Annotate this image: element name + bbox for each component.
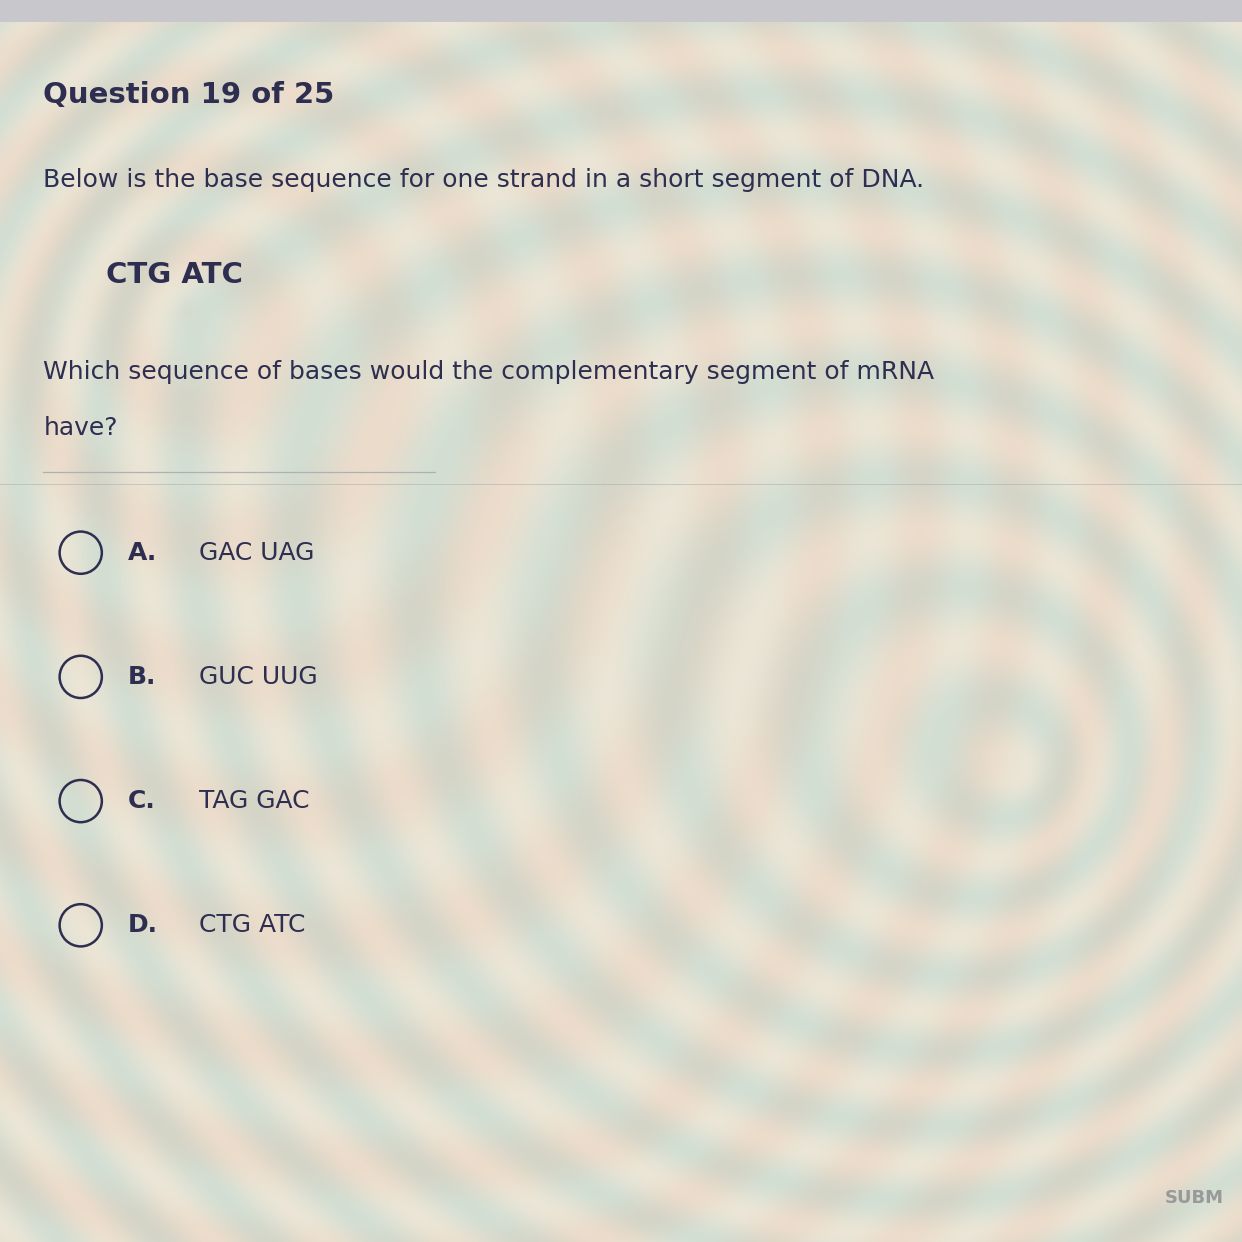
- Text: SUBM: SUBM: [1164, 1190, 1223, 1207]
- Text: D.: D.: [128, 913, 158, 938]
- Text: have?: have?: [43, 416, 118, 440]
- Text: B.: B.: [128, 664, 156, 689]
- Text: GUC UUG: GUC UUG: [199, 664, 318, 689]
- Text: Which sequence of bases would the complementary segment of mRNA: Which sequence of bases would the comple…: [43, 360, 934, 384]
- Text: TAG GAC: TAG GAC: [199, 789, 309, 814]
- Bar: [0, 0, 1242, 22]
- Text: C.: C.: [128, 789, 155, 814]
- Text: CTG ATC: CTG ATC: [199, 913, 306, 938]
- Text: Question 19 of 25: Question 19 of 25: [43, 81, 335, 109]
- Text: A.: A.: [128, 540, 158, 565]
- Text: CTG ATC: CTG ATC: [106, 261, 242, 289]
- Text: GAC UAG: GAC UAG: [199, 540, 314, 565]
- Text: Below is the base sequence for one strand in a short segment of DNA.: Below is the base sequence for one stran…: [43, 168, 924, 191]
